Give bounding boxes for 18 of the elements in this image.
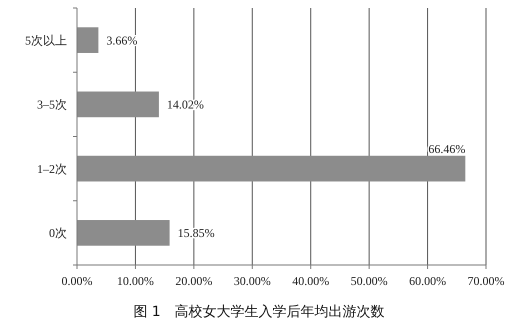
bar: [77, 92, 159, 118]
x-tick-label: 50.00%: [350, 274, 388, 288]
x-tick-label: 30.00%: [234, 274, 271, 288]
x-tick-label: 20.00%: [175, 274, 212, 288]
y-tick-label: 0次: [49, 226, 67, 240]
y-tick-label: 3–5次: [37, 98, 67, 112]
bar: [77, 220, 170, 246]
x-tick-label: 40.00%: [292, 274, 330, 288]
bar: [77, 27, 98, 53]
x-tick-label: 10.00%: [116, 274, 154, 288]
x-tick-label: 60.00%: [409, 274, 446, 288]
y-tick-label: 5次以上: [25, 33, 67, 48]
data-label: 66.46%: [428, 142, 466, 156]
text: 图 1 高校女大学生入学后年均出游次数: [133, 304, 385, 320]
x-tick-label: 70.00%: [468, 274, 504, 288]
y-tick-label: 1–2次: [37, 162, 67, 176]
bar: [77, 156, 466, 182]
x-tick-label: 0.00%: [62, 274, 92, 288]
